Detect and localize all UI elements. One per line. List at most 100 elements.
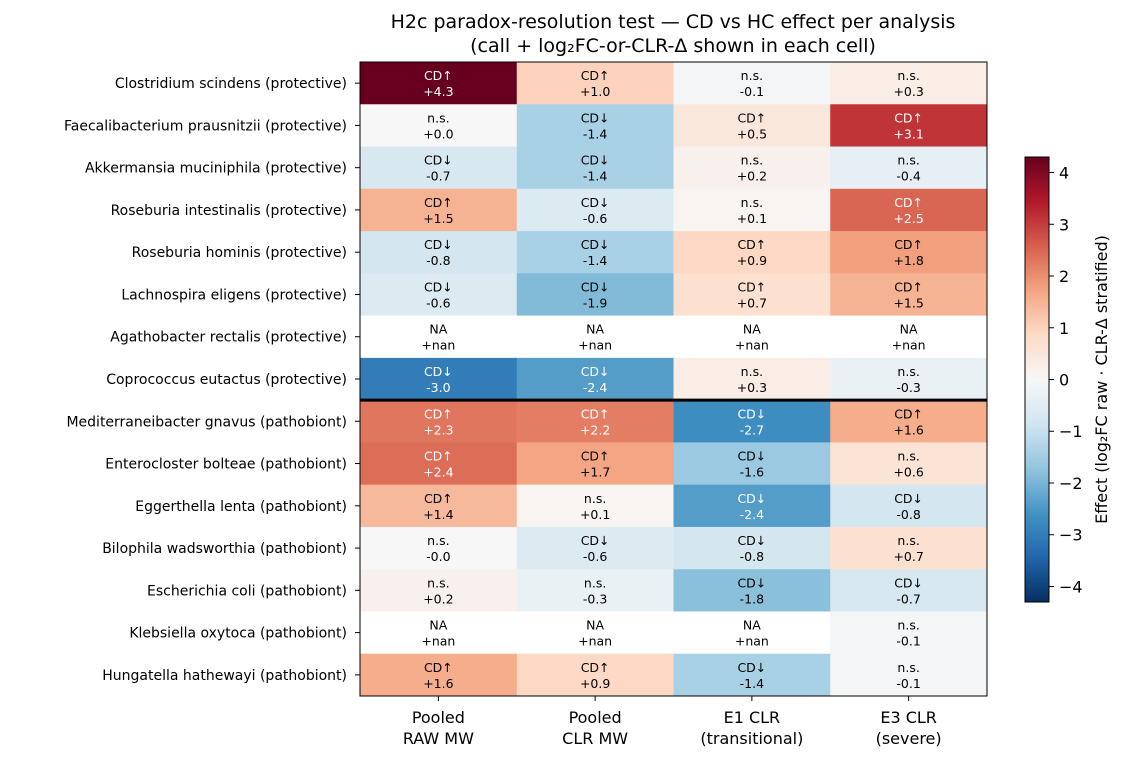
heatmap-cell xyxy=(830,400,988,443)
chart-title-line-1: H2c paradox-resolution test — CD vs HC e… xyxy=(391,11,956,33)
row-label: Roseburia intestinalis (protective) xyxy=(111,203,347,219)
cell-value-label: +2.3 xyxy=(423,422,453,437)
cell-call-label: CD↑ xyxy=(894,110,923,125)
heatmap-cell xyxy=(673,400,831,443)
cell-value-label: +1.4 xyxy=(423,507,453,522)
cell-value-label: +0.3 xyxy=(737,380,767,395)
row-label: Faecalibacterium prausnitzii (protective… xyxy=(64,118,347,134)
cell-call-label: NA xyxy=(743,618,761,633)
heatmap-cell xyxy=(830,484,988,528)
heatmap-cell xyxy=(516,484,674,528)
cell-value-label: +1.0 xyxy=(580,84,610,99)
column-label: E3 CLR xyxy=(880,708,937,727)
cell-call-label: CD↑ xyxy=(424,660,453,675)
row-label: Hungatella hathewayi (pathobiont) xyxy=(102,668,347,684)
cell-value-label: +nan xyxy=(892,338,926,353)
cell-call-label: CD↓ xyxy=(581,153,610,168)
cell-call-label: n.s. xyxy=(427,533,449,548)
heatmap-cell xyxy=(673,357,831,401)
cell-call-label: n.s. xyxy=(897,618,919,633)
heatmap-cell xyxy=(673,315,831,359)
colorbar-label: Effect (log₂FC raw · CLR-Δ stratified) xyxy=(1092,235,1111,524)
column-label: (severe) xyxy=(876,729,942,748)
heatmap-cell xyxy=(516,611,674,655)
cell-value-label: +0.7 xyxy=(893,549,923,564)
cell-call-label: CD↑ xyxy=(581,449,610,464)
cell-value-label: +0.1 xyxy=(580,507,610,522)
cell-call-label: CD↑ xyxy=(424,68,453,83)
cell-value-label: +1.6 xyxy=(893,422,923,437)
cell-value-label: -0.7 xyxy=(896,591,920,606)
cell-value-label: -0.8 xyxy=(896,507,920,522)
cell-call-label: CD↓ xyxy=(581,279,610,294)
cell-call-label: CD↓ xyxy=(424,237,453,252)
heatmap-cell xyxy=(830,273,988,317)
heatmap-cell xyxy=(673,484,831,528)
cell-value-label: +nan xyxy=(578,634,612,649)
chart-title-line-2: (call + log₂FC-or-CLR-Δ shown in each ce… xyxy=(470,35,876,57)
column-label: Pooled xyxy=(569,708,622,727)
heatmap-cell xyxy=(830,357,988,401)
cell-call-label: CD↑ xyxy=(737,110,766,125)
heatmap-cell xyxy=(830,146,988,190)
heatmap-cell xyxy=(673,653,831,697)
cell-value-label: +0.7 xyxy=(737,295,767,310)
cell-call-label: CD↑ xyxy=(737,237,766,252)
cell-value-label: +0.2 xyxy=(423,591,453,606)
row-label: Lachnospira eligens (protective) xyxy=(121,287,347,303)
heatmap-cell xyxy=(360,357,518,401)
heatmap-cell xyxy=(516,315,674,359)
heatmap-cell xyxy=(673,611,831,655)
cell-call-label: n.s. xyxy=(897,660,919,675)
heatmap-cell xyxy=(516,146,674,190)
colorbar-tick-label: 0 xyxy=(1059,371,1069,390)
cell-value-label: +0.5 xyxy=(737,126,767,141)
heatmap-cell xyxy=(516,62,674,105)
cell-value-label: +1.6 xyxy=(423,676,453,691)
cell-value-label: +0.6 xyxy=(893,465,923,480)
cell-call-label: n.s. xyxy=(741,364,763,379)
row-label: Roseburia hominis (protective) xyxy=(132,245,347,261)
cell-value-label: -2.4 xyxy=(740,507,764,522)
heatmap-cell xyxy=(360,569,518,612)
heatmap-cell xyxy=(360,484,518,528)
colorbar-tick-label: 1 xyxy=(1059,319,1069,338)
cell-value-label: +0.2 xyxy=(737,169,767,184)
heatmap-cell xyxy=(360,231,518,274)
cell-call-label: n.s. xyxy=(584,491,606,506)
heatmap-cell xyxy=(673,146,831,190)
heatmap-cell xyxy=(516,231,674,274)
cell-value-label: -0.0 xyxy=(426,549,450,564)
colorbar-gradient xyxy=(1024,156,1050,603)
row-label: Mediterraneibacter gnavus (pathobiont) xyxy=(66,414,347,430)
cell-value-label: -1.9 xyxy=(583,295,607,310)
cell-call-label: n.s. xyxy=(741,195,763,210)
heatmap-cell xyxy=(516,104,674,148)
heatmap-cell xyxy=(360,104,518,148)
row-label: Bilophila wadsworthia (pathobiont) xyxy=(102,541,347,557)
cell-value-label: -1.4 xyxy=(583,126,607,141)
cell-value-label: -0.3 xyxy=(896,380,920,395)
cell-value-label: -0.7 xyxy=(426,169,450,184)
cell-value-label: -1.8 xyxy=(740,591,764,606)
row-label: Agathobacter rectalis (protective) xyxy=(110,330,347,346)
column-labels: Pooled RAW MW Pooled CLR MW E1 CLR (transitio… xyxy=(403,696,942,748)
row-label: Escherichia coli (pathobiont) xyxy=(147,583,347,599)
heatmap-cell xyxy=(360,62,518,105)
cell-value-label: -0.4 xyxy=(896,169,920,184)
heatmap-cell xyxy=(673,526,831,570)
cell-call-label: CD↑ xyxy=(424,406,453,421)
cell-call-label: NA xyxy=(743,322,761,337)
cell-call-label: n.s. xyxy=(741,153,763,168)
cell-call-label: CD↓ xyxy=(581,237,610,252)
cell-value-label: -0.6 xyxy=(426,295,450,310)
cell-value-label: -0.8 xyxy=(740,549,764,564)
heatmap-cell xyxy=(673,62,831,105)
cell-value-label: -0.6 xyxy=(583,211,607,226)
cell-value-label: -1.4 xyxy=(583,253,607,268)
cell-call-label: n.s. xyxy=(897,364,919,379)
cell-value-label: -0.8 xyxy=(426,253,450,268)
cell-value-label: +0.3 xyxy=(893,84,923,99)
cell-call-label: CD↓ xyxy=(894,491,923,506)
heatmap-cell xyxy=(516,188,674,232)
